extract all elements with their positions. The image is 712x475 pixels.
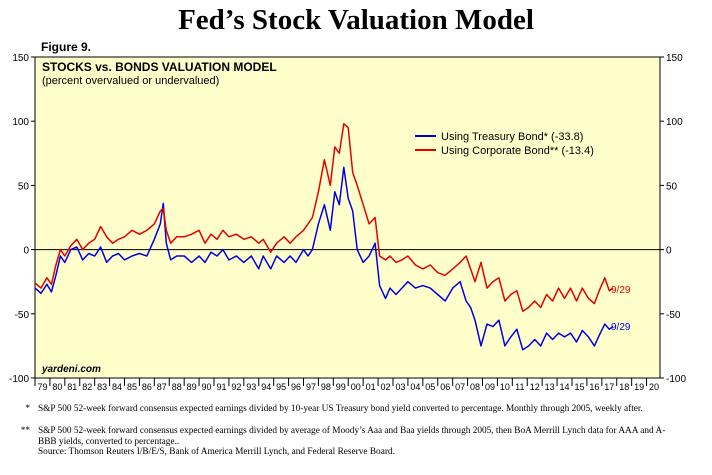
legend-label-corporate: Using Corporate Bond** (-13.4) — [441, 145, 594, 157]
y-tick-label-right: -100 — [666, 374, 686, 385]
y-axis-left: -100 -50 0 50 100 150 — [9, 53, 35, 385]
x-tick-label: 99 — [336, 382, 346, 392]
legend: Using Treasury Bond* (-33.8) Using Corpo… — [415, 131, 594, 157]
series-line-corporate — [34, 123, 614, 312]
x-tick-label: 85 — [127, 382, 137, 392]
x-tick-label: 09 — [485, 382, 495, 392]
x-tick-label: 19 — [634, 382, 644, 392]
y-tick-label-right: -50 — [666, 310, 681, 321]
x-tick-label: 84 — [112, 382, 122, 392]
y-tick-label-left: 150 — [12, 53, 29, 64]
x-tick-label: 92 — [231, 382, 241, 392]
watermark: yardeni.com — [41, 364, 101, 375]
x-tick-label: 97 — [306, 382, 316, 392]
footnote-marker: * — [25, 404, 30, 414]
x-tick-label: 80 — [52, 382, 62, 392]
x-tick-label: 07 — [455, 382, 465, 392]
x-tick-label: 06 — [440, 382, 450, 392]
y-tick-label-left: -50 — [15, 310, 30, 321]
footnote-text: Source: Thomson Reuters I/B/E/S, Bank of… — [38, 447, 395, 457]
x-tick-label: 94 — [261, 382, 271, 392]
x-tick-label: 95 — [276, 382, 286, 392]
x-tick-label: 15 — [574, 382, 584, 392]
y-tick-label-right: 100 — [666, 117, 683, 128]
y-tick-label-left: 50 — [18, 181, 30, 192]
x-tick-label: 17 — [604, 382, 614, 392]
chart-title: STOCKS vs. BONDS VALUATION MODEL — [42, 60, 277, 74]
chart-subtitle: (percent overvalued or undervalued) — [42, 75, 219, 87]
y-tick-label-right: 0 — [666, 246, 672, 257]
x-tick-label: 00 — [351, 382, 361, 392]
y-tick-label-left: 0 — [23, 246, 29, 257]
x-tick-label: 13 — [545, 382, 555, 392]
x-tick-label: 20 — [649, 382, 659, 392]
footnote-text: S&P 500 52-week forward consensus expect… — [38, 404, 643, 414]
x-tick-label: 88 — [172, 382, 182, 392]
x-tick-label: 83 — [97, 382, 107, 392]
x-tick-label: 87 — [157, 382, 167, 392]
x-tick-label: 98 — [321, 382, 331, 392]
x-tick-label: 08 — [470, 382, 480, 392]
x-tick-label: 16 — [589, 382, 599, 392]
figure-label: Figure 9. — [41, 40, 92, 54]
x-tick-label: 96 — [291, 382, 301, 392]
y-tick-label-left: 100 — [12, 117, 29, 128]
y-axis-right: -100 -50 0 50 100 150 — [660, 53, 686, 385]
end-label-corporate: 9/29 — [611, 285, 631, 296]
x-tick-label: 04 — [410, 382, 420, 392]
legend-label-treasury: Using Treasury Bond* (-33.8) — [441, 131, 583, 143]
x-axis: 79 80 81 82 83 84 85 86 87 88 89 90 91 92 93 94 95 96 97 98… — [34, 378, 659, 392]
x-tick-label: 14 — [560, 382, 570, 392]
x-tick-label: 02 — [381, 382, 391, 392]
footnote-marker: ** — [20, 426, 30, 436]
footnote-text: S&P 500 52-week forward consensus expect… — [38, 426, 666, 447]
end-label-treasury: 9/29 — [611, 322, 631, 333]
x-tick-label: 79 — [37, 382, 47, 392]
y-tick-label-left: -100 — [9, 374, 29, 385]
x-tick-label: 03 — [395, 382, 405, 392]
plot-background — [34, 56, 661, 379]
x-tick-label: 86 — [142, 382, 152, 392]
x-tick-label: 01 — [366, 382, 376, 392]
x-tick-label: 82 — [82, 382, 92, 392]
x-tick-label: 81 — [67, 382, 77, 392]
x-tick-label: 91 — [216, 382, 226, 392]
x-tick-label: 90 — [202, 382, 212, 392]
x-tick-label: 93 — [246, 382, 256, 392]
x-tick-label: 89 — [187, 382, 197, 392]
series-line-treasury — [34, 166, 614, 351]
x-tick-label: 10 — [500, 382, 510, 392]
x-tick-label: 05 — [425, 382, 435, 392]
y-tick-label-right: 150 — [666, 53, 683, 64]
x-tick-label: 18 — [619, 382, 629, 392]
x-tick-label: 11 — [515, 382, 524, 392]
page-title: Fed’s Stock Valuation Model — [178, 4, 534, 36]
x-tick-label: 12 — [530, 382, 540, 392]
series-lines — [34, 123, 614, 351]
y-tick-label-right: 50 — [666, 181, 678, 192]
